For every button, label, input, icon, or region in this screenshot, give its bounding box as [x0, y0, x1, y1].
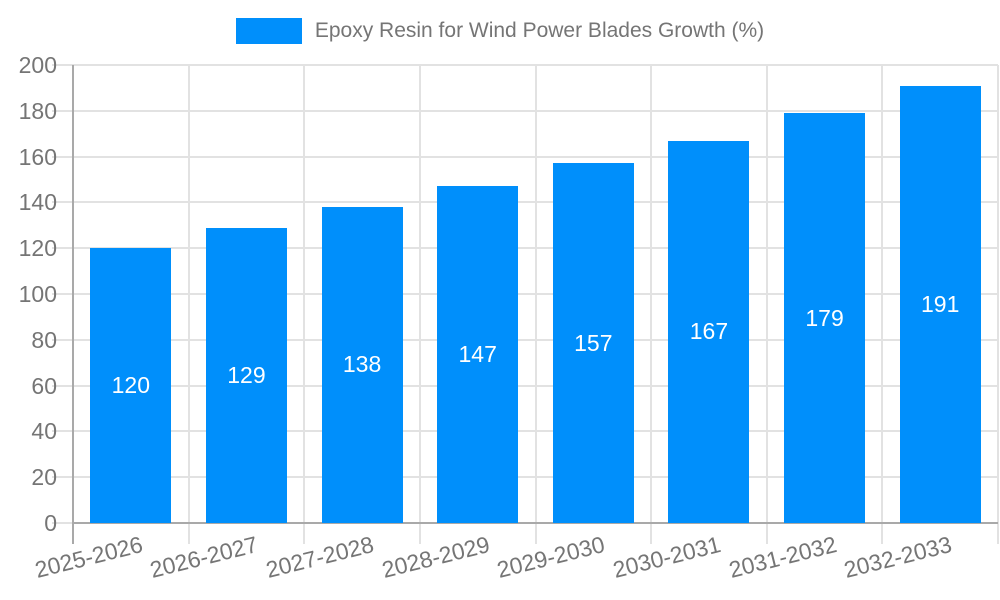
bar[interactable]: 179: [784, 113, 866, 523]
x-axis-line: [73, 522, 998, 524]
y-tick-label: 100: [18, 281, 57, 307]
x-gridline: [881, 65, 884, 544]
y-axis-tick: [52, 338, 73, 341]
y-tick-label: 160: [18, 143, 57, 170]
bar[interactable]: 138: [321, 206, 403, 523]
y-axis-tick: [52, 293, 73, 295]
bar[interactable]: 129: [205, 227, 287, 523]
y-tick-label: 0: [44, 510, 57, 536]
y-tick-label: 200: [18, 52, 57, 78]
y-tick-label: 80: [31, 326, 57, 353]
x-gridline: [303, 65, 306, 544]
bar-value-label: 157: [574, 329, 613, 356]
y-tick-label: 120: [18, 235, 57, 262]
bar-value-label: 167: [689, 318, 729, 345]
y-axis-tick: [52, 476, 73, 479]
x-gridline: [997, 65, 999, 544]
legend-label: Epoxy Resin for Wind Power Blades Growth…: [314, 19, 765, 42]
y-axis-tick: [52, 155, 73, 158]
x-gridline: [418, 65, 421, 544]
bar-value-label: 179: [805, 304, 844, 331]
y-axis-tick: [52, 430, 73, 433]
y-tick-label: 180: [18, 97, 57, 124]
bar[interactable]: 191: [899, 85, 981, 523]
bar-value-label: 147: [458, 341, 497, 368]
bar[interactable]: 167: [668, 140, 750, 523]
legend[interactable]: Epoxy Resin for Wind Power Blades Growth…: [0, 18, 1000, 44]
y-axis-tick: [52, 384, 73, 387]
y-axis-tick: [52, 522, 73, 524]
y-axis-tick: [52, 64, 73, 66]
x-gridline: [765, 65, 768, 544]
y-tick-label: 140: [18, 189, 57, 216]
bar-value-label: 129: [227, 361, 266, 388]
bar[interactable]: 157: [552, 163, 634, 523]
y-axis-tick: [52, 201, 73, 204]
bar[interactable]: 120: [90, 248, 172, 523]
x-gridline: [650, 65, 653, 544]
y-tick-label: 40: [31, 418, 57, 445]
bar-value-label: 120: [111, 372, 150, 399]
bar-value-label: 138: [342, 351, 382, 378]
y-tick-label: 20: [31, 464, 57, 491]
bar[interactable]: 147: [437, 186, 519, 523]
y-axis-line: [72, 65, 74, 544]
x-gridline: [187, 65, 190, 544]
bar-value-label: 191: [921, 290, 960, 317]
x-gridline: [534, 65, 537, 544]
y-axis-tick: [52, 109, 73, 112]
legend-swatch: [235, 18, 302, 44]
y-tick-label: 60: [31, 372, 57, 399]
y-axis-tick: [52, 247, 73, 250]
